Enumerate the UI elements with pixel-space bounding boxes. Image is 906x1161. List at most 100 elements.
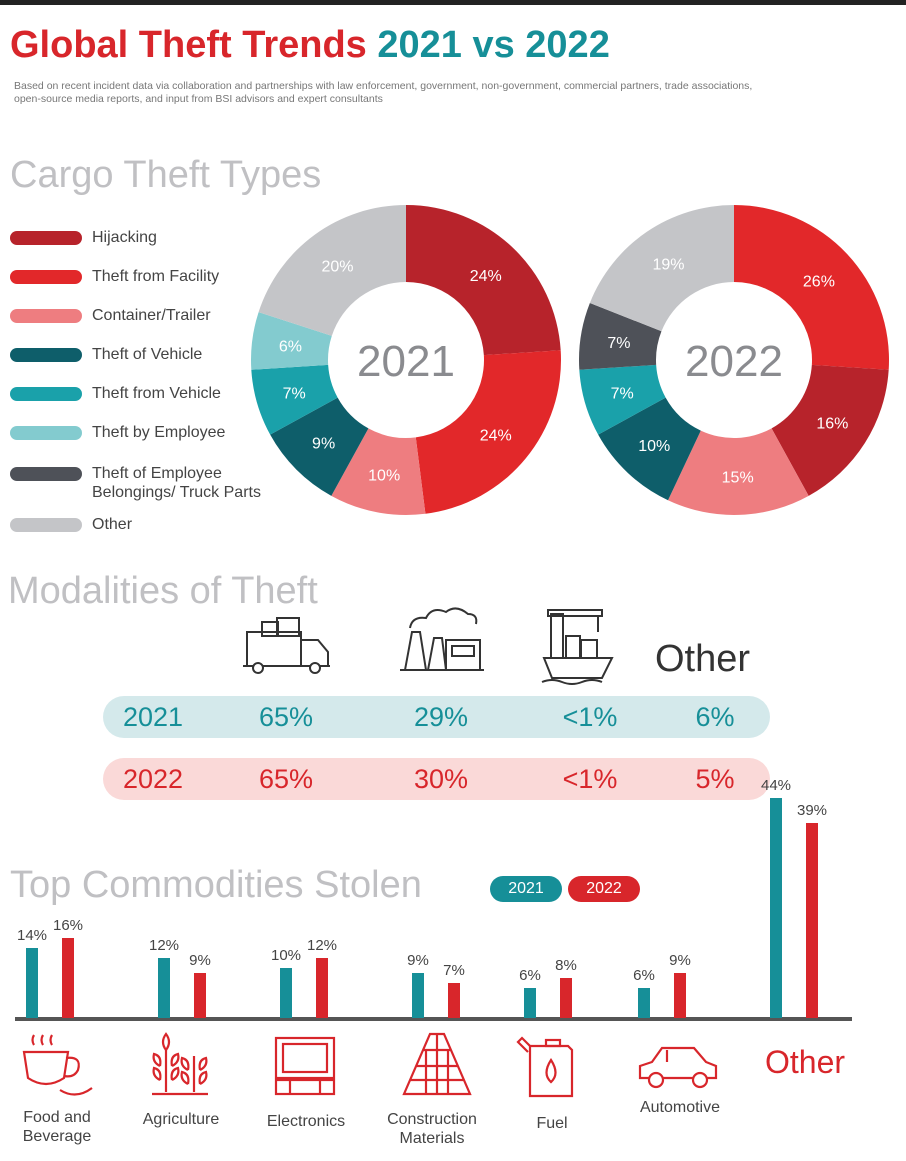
modality-row-2022: 2022 65% 30% <1% 5% — [103, 758, 770, 800]
bar-2022 — [560, 978, 572, 1018]
donut-slice — [331, 428, 426, 515]
legend-label: Container/Trailer — [92, 307, 211, 324]
slice-label: 6% — [279, 338, 302, 355]
slice-label: 7% — [611, 386, 634, 403]
commodities-section-heading: Top Commodities Stolen — [10, 864, 422, 906]
other-value: 5% — [695, 764, 735, 794]
legend-item: Theft by Employee — [10, 423, 292, 442]
modality-row-2021: 2021 65% 29% <1% 6% — [103, 696, 770, 738]
legend-item: Theft of Employee Belongings/ Truck Part… — [10, 464, 292, 502]
bar-2021 — [638, 988, 650, 1018]
car-icon — [638, 1046, 718, 1089]
legend-swatch — [10, 231, 82, 245]
slice-label: 19% — [653, 257, 685, 274]
bar-2022 — [448, 983, 460, 1018]
ship-value: <1% — [562, 702, 618, 732]
bar-value-label: 12% — [307, 937, 337, 954]
cargo-donut-charts: 24% 24% 10% 9% 7% 6% 20% 2021 26% 16% 15% 10% 7% 7% 19… — [251, 205, 889, 515]
donut-slice — [251, 364, 338, 435]
category-label-other: Other — [765, 1044, 846, 1080]
modalities-section-heading: Modalities of Theft — [8, 570, 318, 612]
bar-2021 — [770, 798, 782, 1018]
legend-label: Theft from Vehicle — [92, 385, 221, 402]
bar-value-label: 16% — [53, 917, 83, 934]
bar-value-label: 7% — [443, 962, 465, 979]
coffee-icon — [22, 1034, 93, 1096]
slice-label: 20% — [322, 259, 354, 276]
bar-value-label: 39% — [797, 802, 827, 819]
slice-label: 16% — [816, 415, 848, 432]
bar-2022 — [806, 823, 818, 1018]
truck-value: 65% — [258, 764, 314, 794]
page-subtitle: Based on recent incident data via collab… — [14, 80, 753, 105]
legend-label: Theft of Employee Belongings/ Truck Part… — [92, 465, 261, 501]
category-label-food: Food and Beverage — [22, 1109, 92, 1145]
bar-2021 — [524, 988, 536, 1018]
title-part-1: Global Theft Trends — [10, 24, 367, 66]
slice-label: 9% — [312, 435, 335, 452]
bar-value-label: 12% — [149, 937, 179, 954]
slice-label: 24% — [470, 268, 502, 285]
row-year: 2022 — [122, 764, 184, 794]
bar-value-label: 6% — [519, 967, 541, 984]
donut-slice — [270, 397, 369, 496]
category-label-construction: Construction Materials — [387, 1111, 477, 1147]
donut-slice — [771, 364, 889, 496]
donut-slice — [251, 312, 332, 370]
slice-label: 7% — [283, 386, 306, 403]
bar-value-label: 6% — [633, 967, 655, 984]
title-part-2: 2021 vs 2022 — [377, 24, 610, 66]
donut-slice — [589, 205, 734, 332]
wheat-icon — [152, 1032, 208, 1096]
slice-label: 7% — [607, 335, 630, 352]
legend-label: Hijacking — [92, 229, 157, 246]
legend-2022-pill: 2022 — [568, 876, 640, 902]
legend-swatch — [10, 387, 82, 401]
legend-item: Theft from Vehicle — [10, 384, 292, 403]
legend-swatch — [10, 309, 82, 323]
bar-2021 — [26, 948, 38, 1018]
legend-item: Theft of Vehicle — [10, 345, 292, 364]
bar-value-label: 10% — [271, 947, 301, 964]
donut-center-year: 2022 — [685, 337, 783, 386]
ship-icon — [541, 609, 614, 685]
donut-slice — [734, 205, 889, 370]
slice-label: 24% — [480, 427, 512, 444]
slice-label: 10% — [368, 467, 400, 484]
slice-label: 10% — [638, 438, 670, 455]
legend-label: Theft from Facility — [92, 268, 220, 285]
row-year: 2021 — [122, 702, 184, 732]
bar-2022 — [674, 973, 686, 1018]
other-value: 6% — [695, 702, 735, 732]
category-label-agriculture: Agriculture — [142, 1111, 220, 1128]
bar-2022 — [194, 973, 206, 1018]
bar-2021 — [280, 968, 292, 1018]
bar-2022 — [316, 958, 328, 1018]
category-label-fuel: Fuel — [536, 1115, 568, 1132]
legend-item: Hijacking — [10, 228, 292, 247]
bar-value-label: 9% — [189, 952, 211, 969]
donut-slice — [579, 364, 666, 435]
legend-label: Other — [92, 516, 133, 533]
factory-icon — [400, 607, 484, 671]
donut-center-year: 2021 — [357, 337, 455, 386]
truck-value: 65% — [258, 702, 314, 732]
legend-swatch — [10, 518, 82, 532]
bar-value-label: 14% — [17, 927, 47, 944]
donut-slice — [406, 205, 561, 356]
bar-value-label: 8% — [555, 957, 577, 974]
slice-label: 26% — [803, 273, 835, 290]
legend-item: Container/Trailer — [10, 306, 292, 325]
top-border — [0, 0, 906, 5]
category-label-electronics: Electronics — [266, 1113, 346, 1130]
legend-label: Theft by Employee — [92, 424, 226, 441]
factory-value: 30% — [413, 764, 469, 794]
legend-swatch — [10, 467, 82, 481]
donut-slice — [579, 302, 662, 370]
ship-value: <1% — [562, 764, 618, 794]
category-label-automotive: Automotive — [639, 1099, 721, 1116]
bar-2021 — [158, 958, 170, 1018]
fuel-can-icon — [516, 1036, 574, 1098]
slice-label: 15% — [722, 469, 754, 486]
modality-other-label: Other — [655, 638, 751, 680]
